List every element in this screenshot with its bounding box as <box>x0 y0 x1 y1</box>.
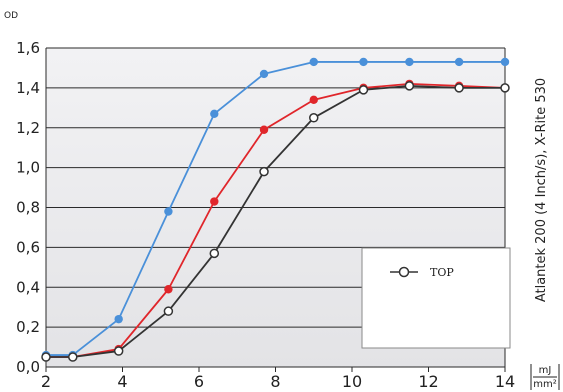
data-point <box>259 166 269 177</box>
data-point <box>359 57 368 67</box>
data-point <box>309 113 319 123</box>
data-point <box>358 85 369 95</box>
data-point <box>210 109 219 118</box>
data-point <box>164 285 173 294</box>
y-tick-labels: 0,0 0,2 0,4 0,6 0,8 1,0 1,2 1,4 1,6 <box>16 39 40 376</box>
data-point <box>259 125 269 134</box>
data-point <box>113 346 124 356</box>
x-tick-label: 8 <box>270 372 280 391</box>
y-tick-label: 0,4 <box>16 278 40 296</box>
legend-label-top: TOP <box>430 266 454 279</box>
data-point <box>163 306 174 316</box>
data-point <box>209 248 220 259</box>
x-tick-labels: 2 4 6 8 10 12 14 <box>41 372 515 391</box>
x-tick-label: 6 <box>194 372 204 391</box>
y-tick-label: 1,0 <box>16 159 40 177</box>
x-tick-label: 2 <box>41 372 51 391</box>
data-point <box>309 57 318 67</box>
y-tick-label: 0,2 <box>16 318 40 336</box>
y-tick-label: 0,8 <box>16 199 40 217</box>
x-unit-numerator: mJ <box>539 365 552 376</box>
data-point <box>500 83 510 93</box>
series-2 <box>41 81 510 362</box>
x-unit-denominator: mm² <box>533 379 557 390</box>
data-point <box>405 57 414 67</box>
legend-marker-top <box>398 266 410 278</box>
data-point <box>41 352 51 362</box>
x-tick-label: 10 <box>342 372 362 391</box>
data-point <box>259 69 269 79</box>
x-tick-label: 12 <box>418 372 438 391</box>
y-tick-label: 1,4 <box>16 79 40 97</box>
y-tick-label: 0,6 <box>16 238 40 256</box>
data-point <box>114 314 123 324</box>
data-point <box>404 81 415 91</box>
data-point <box>164 207 173 216</box>
y-axis-label: OD <box>4 11 18 21</box>
legend: TOP <box>361 247 511 349</box>
data-point <box>454 57 464 67</box>
side-label: Atlantek 200 (4 Inch/s), X-Rite 530 <box>534 78 549 302</box>
data-point <box>210 197 219 206</box>
x-unit-label: mJ mm² <box>530 364 560 390</box>
data-point <box>500 57 510 67</box>
legend-box <box>361 247 511 349</box>
data-point <box>309 95 318 105</box>
data-series <box>41 57 510 362</box>
x-tick-label: 4 <box>117 372 127 391</box>
y-tick-label: 1,6 <box>16 39 40 57</box>
data-point <box>454 83 464 93</box>
x-tick-label: 14 <box>495 372 515 391</box>
data-point <box>68 352 78 362</box>
y-tick-label: 0,0 <box>16 358 40 376</box>
y-tick-label: 1,2 <box>16 119 40 137</box>
